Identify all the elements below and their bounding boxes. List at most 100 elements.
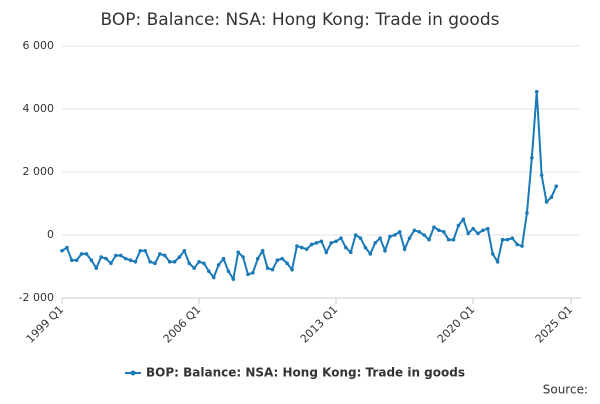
y-tick-label: -2 000: [19, 291, 54, 304]
point: [255, 256, 260, 261]
point: [490, 252, 495, 256]
y-tick-label: 2 000: [23, 165, 55, 178]
point: [544, 200, 549, 204]
point: [265, 266, 270, 270]
point: [74, 258, 79, 263]
point: [500, 237, 505, 242]
point: [216, 263, 221, 267]
point: [109, 261, 113, 266]
x-tick-label: 2020 Q1: [435, 303, 478, 346]
point: [94, 266, 99, 270]
point: [373, 241, 378, 245]
point: [319, 239, 324, 244]
point: [437, 228, 441, 233]
point: [114, 253, 118, 258]
point: [495, 259, 500, 264]
point: [466, 231, 471, 236]
point: [417, 230, 422, 234]
x-tick-label: 2025 Q1: [533, 303, 576, 346]
point: [324, 250, 329, 255]
point: [241, 255, 245, 259]
point: [407, 236, 412, 240]
x-tick-label: 1999 Q1: [24, 303, 67, 346]
point: [471, 226, 475, 231]
point: [295, 244, 299, 248]
point: [231, 277, 236, 281]
point: [432, 225, 436, 229]
point: [309, 242, 314, 247]
point: [187, 261, 192, 266]
point: [65, 245, 69, 250]
point: [378, 236, 382, 240]
point: [167, 259, 172, 264]
point: [485, 226, 490, 231]
point: [383, 248, 387, 253]
point: [446, 237, 451, 242]
point: [162, 253, 167, 258]
point: [304, 247, 309, 251]
point: [510, 236, 515, 240]
point: [481, 228, 485, 233]
point: [397, 230, 402, 234]
point: [402, 247, 407, 251]
x-tick-label: 2013 Q1: [298, 303, 341, 346]
point: [525, 211, 529, 215]
point: [368, 252, 373, 256]
point: [118, 253, 123, 258]
point: [211, 275, 216, 280]
point: [334, 239, 338, 244]
point: [427, 237, 431, 242]
point: [221, 256, 226, 261]
point: [89, 258, 94, 263]
point: [197, 259, 201, 264]
point: [123, 256, 128, 261]
point: [275, 258, 280, 263]
point: [422, 233, 426, 237]
source: Source:: [543, 383, 588, 397]
point: [505, 237, 510, 242]
point: [192, 266, 196, 270]
point: [128, 258, 133, 263]
y-tick-label: 6 000: [23, 39, 55, 52]
point: [476, 231, 480, 236]
point: [388, 234, 392, 239]
point: [549, 195, 554, 199]
point: [539, 173, 544, 177]
point: [520, 244, 524, 248]
point: [339, 236, 343, 240]
point: [300, 245, 304, 250]
point: [393, 233, 397, 237]
point: [363, 245, 368, 250]
point: [534, 89, 539, 94]
point: [148, 259, 152, 264]
point: [182, 248, 187, 253]
point: [69, 258, 74, 263]
x-tick-label: 2006 Q1: [161, 303, 204, 346]
point: [456, 223, 461, 228]
point: [104, 256, 108, 261]
point: [270, 267, 275, 272]
point: [172, 259, 177, 264]
point: [260, 248, 265, 253]
point: [441, 230, 446, 234]
point: [153, 261, 157, 266]
point: [79, 252, 84, 256]
point: [226, 269, 231, 274]
point: [412, 228, 417, 233]
point: [353, 233, 358, 237]
point: [348, 250, 353, 255]
point: [143, 248, 148, 253]
point: [329, 241, 333, 245]
line: [61, 91, 558, 282]
point: [285, 261, 289, 266]
chart-title: BOP: Balance: NSA: Hong Kong: Trade in g…: [101, 10, 500, 30]
point: [530, 156, 534, 160]
y-tick-label: 0: [47, 228, 54, 241]
point: [60, 248, 64, 253]
point: [314, 241, 319, 245]
point: [177, 255, 182, 259]
point: [207, 269, 211, 274]
point: [358, 236, 363, 240]
point: [246, 272, 250, 277]
